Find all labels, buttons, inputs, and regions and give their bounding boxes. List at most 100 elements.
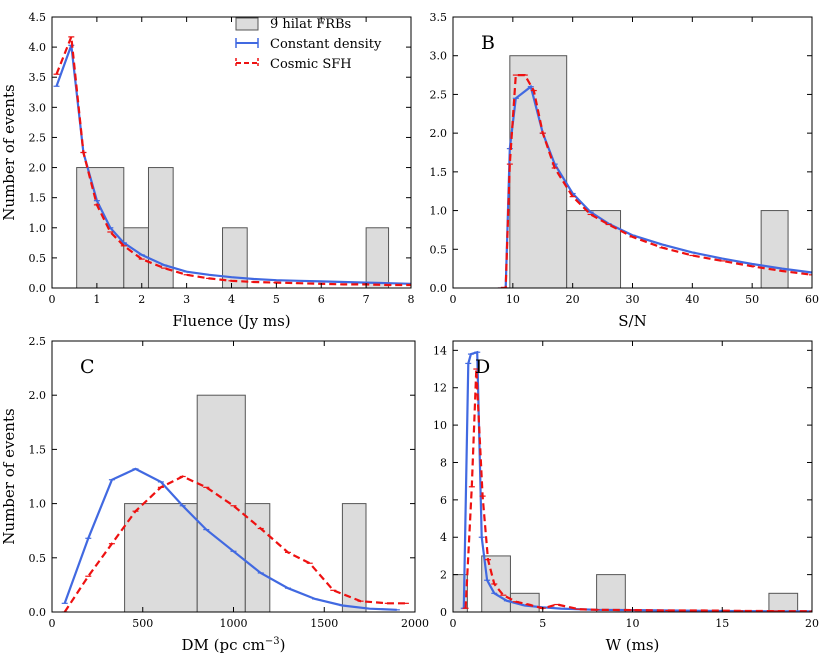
x-tick-label: 2 [138,293,145,306]
y-tick-label: 2.5 [430,88,448,101]
x-tick-label: 4 [228,293,235,306]
y-tick-label: 0.5 [29,252,47,265]
x-tick-label: 8 [408,293,415,306]
constant-density-line [63,467,397,611]
x-tick-label: 60 [805,293,819,306]
x-tick-label: 6 [318,293,325,306]
legend-entry-2: Constant density [270,37,382,52]
y-tick-label: 0.0 [29,606,47,619]
hist-bar-5 [365,227,390,288]
hist-bar-4 [341,503,367,612]
cosmic-sfh-line [464,368,812,612]
y-tick-label: 6 [440,494,447,507]
y-tick-label: 1.5 [29,192,47,205]
panel-2: 0 10 20 30 40 50 60 0.0 0.5 1.0 1.5 2.0 2.5 3.0 3.5 S/N… [430,11,820,330]
x-axis-label-text: S/N [618,312,646,330]
y-tick-label: 3.5 [29,71,47,84]
x-axis-label-end: ) [280,636,286,654]
panel-1: 0 1 2 3 4 5 6 7 8 0.0 0.5 1.0 1.5 2.0 2.5 3.0 3.5 4.0 4.5 F… [0,11,415,330]
x-tick-label: 3 [183,293,190,306]
x-tick-label: 500 [132,617,153,630]
plot-area [453,350,812,612]
y-tick-label: 1.0 [29,222,47,235]
y-tick-label: 8 [440,456,447,469]
x-tick-label: 20 [805,617,819,630]
x-tick-label: 2000 [401,617,429,630]
hist-bar-1 [76,167,125,288]
x-tick-label: 5 [539,617,546,630]
y-tick-label: 3.0 [430,50,448,63]
legend-hist-swatch [235,17,259,31]
hist-bar-3 [244,503,271,612]
legend-entry-3: Cosmic SFH [270,57,352,72]
cosmic-sfh-line [500,73,812,288]
x-tick-label: 20 [566,293,580,306]
y-tick-label: 4.0 [29,41,47,54]
y-tick-label: 1.0 [29,498,47,511]
x-tick-label: 15 [715,617,729,630]
legend-entry-1: 9 hilat FRBs [270,17,351,32]
x-axis-label-text: Fluence (Jy ms) [172,312,290,330]
y-axis-label: Number of events [0,84,18,220]
y-tick-label: 1.0 [430,205,448,218]
legend: 9 hilat FRBs Constant density Cosmic SFH [235,17,382,72]
panel-4: 0 5 10 15 20 0 2 4 6 8 10 12 14 W (ms) D [433,340,819,654]
y-tick-label: 4.5 [29,11,47,24]
y-tick-label: 3.5 [430,11,448,24]
hist-bar-1 [124,503,198,612]
y-tick-label: 1.5 [430,166,448,179]
y-axis-label: Number of events [0,408,18,544]
y-tick-label: 2.5 [29,335,47,348]
y-tick-label: 0 [440,606,447,619]
x-tick-label: 0 [450,293,457,306]
hist-bar-4 [596,574,626,612]
x-tick-label: 5 [273,293,280,306]
hist-bar-2 [123,227,149,288]
constant-density-line [462,350,812,612]
y-tick-label: 0.5 [29,552,47,565]
y-tick-label: 1.5 [29,443,47,456]
x-tick-label: 50 [745,293,759,306]
panel-letter: C [80,356,95,378]
x-axis-label-text: DM (pc cm [181,636,264,654]
x-tick-label: 0 [49,617,56,630]
x-tick-label: 1500 [310,617,338,630]
x-axis-label: DM (pc cm−3) [181,636,285,654]
x-tick-label: 1 [93,293,100,306]
y-tick-label: 2.0 [430,127,448,140]
y-tick-label: 14 [433,344,447,357]
y-tick-label: 12 [433,382,447,395]
plot-area [497,55,812,288]
y-tick-label: 2.5 [29,131,47,144]
y-tick-label: 2.0 [29,162,47,175]
x-axis-label-sup: −3 [265,636,280,647]
y-tick-label: 0.5 [430,243,448,256]
x-axis-label-text: W (ms) [606,636,660,654]
y-tick-label: 0.0 [29,282,47,295]
y-tick-label: 4 [440,531,447,544]
x-tick-label: 1000 [220,617,248,630]
y-tick-label: 10 [433,419,447,432]
x-tick-label: 10 [626,617,640,630]
y-tick-label: 2.0 [29,389,47,402]
x-tick-label: 0 [450,617,457,630]
hist-bar-2 [566,210,622,288]
hist-bar-3 [760,210,789,288]
x-axis-label: Fluence (Jy ms) [172,312,290,330]
hist-bar-2 [196,394,246,612]
x-axis-label: W (ms) [606,636,660,654]
x-tick-label: 7 [363,293,370,306]
plot-area [61,394,409,612]
x-tick-label: 0 [49,293,56,306]
plot-area [53,36,411,288]
y-tick-label: 2 [440,569,447,582]
panel-3: 0 500 1000 1500 2000 0.0 0.5 1.0 1.5 2.0 2.5 DM (pc… [0,335,429,654]
panel-letter: D [475,356,490,378]
x-tick-label: 30 [626,293,640,306]
y-tick-label: 3.0 [29,101,47,114]
panel-letter: B [481,32,495,54]
x-tick-label: 10 [506,293,520,306]
x-axis-label: S/N [618,312,646,330]
x-tick-label: 40 [685,293,699,306]
